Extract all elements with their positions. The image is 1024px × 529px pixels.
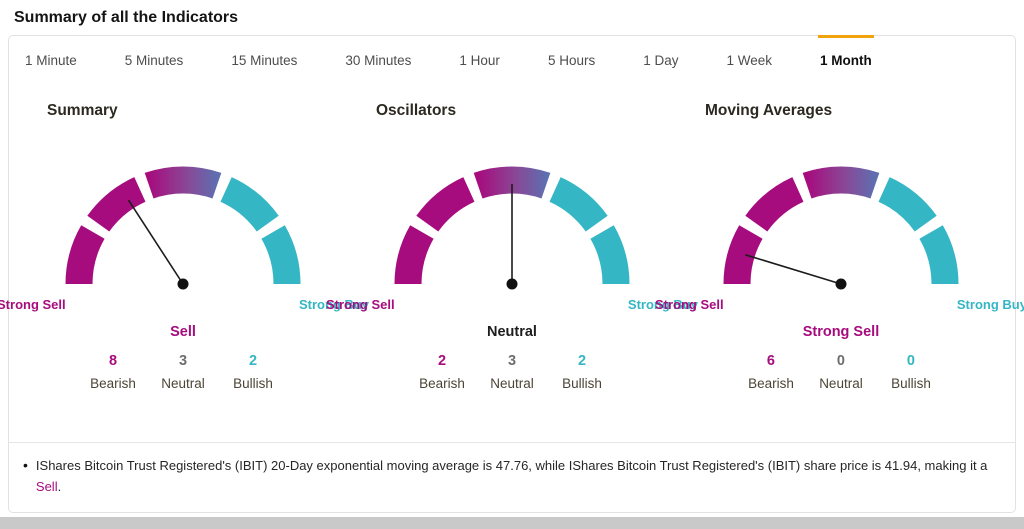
bullish-count-value: 2 — [577, 353, 587, 369]
footnote-period: . — [57, 479, 62, 495]
segment-strong-buy — [261, 225, 301, 285]
tab-15-minutes[interactable]: 15 Minutes — [231, 53, 298, 68]
bullish-count-value: 2 — [248, 353, 258, 369]
indicators-widget: 1 Minute 5 Minutes 15 Minutes 30 Minutes… — [0, 35, 1024, 513]
segment-buy — [878, 177, 937, 232]
needle-pivot-dot — [177, 278, 189, 290]
segment-buy — [220, 177, 279, 232]
strong-buy-label: Strong Buy — [627, 297, 698, 312]
segment-neutral — [473, 166, 551, 199]
gauge-title: Moving Averages — [704, 102, 833, 119]
neutral-count-label: Neutral — [161, 376, 205, 391]
bearish-count: 8 Bearish — [83, 353, 143, 391]
neutral-count-label: Neutral — [490, 376, 534, 391]
segment-strong-sell — [723, 225, 763, 285]
verdict-label: Strong Sell — [802, 324, 880, 340]
segment-sell — [87, 177, 146, 232]
segment-sell — [745, 177, 804, 232]
bearish-count-label: Bearish — [419, 376, 465, 391]
neutral-count-value: 3 — [507, 353, 517, 369]
strong-buy-label: Strong Buy — [298, 297, 370, 312]
tab-1-month[interactable]: 1 Month — [818, 35, 874, 82]
gauge-title: Oscillators — [375, 102, 457, 119]
gauge-needle — [745, 254, 842, 285]
segment-buy — [549, 177, 608, 232]
bearish-count-value: 6 — [766, 353, 775, 369]
verdict-label: Neutral — [487, 324, 537, 340]
tab-30-minutes[interactable]: 30 Minutes — [345, 53, 412, 68]
tab-5-minutes[interactable]: 5 Minutes — [124, 53, 184, 68]
bottom-strip — [0, 517, 1024, 529]
segment-neutral — [802, 166, 880, 199]
footnote-text: IShares Bitcoin Trust Registered's (IBIT… — [36, 456, 999, 498]
bearish-count: 6 Bearish — [741, 353, 801, 391]
strong-buy-label: Strong Buy — [956, 297, 1024, 312]
verdict-label: Sell — [170, 324, 196, 340]
gauge-svg — [394, 166, 630, 290]
gauges-row: Summary — [0, 82, 1024, 391]
tab-1-hour[interactable]: 1 Hour — [459, 53, 500, 68]
gauge-svg — [65, 166, 301, 290]
footnote-main-text: IShares Bitcoin Trust Registered's (IBIT… — [35, 458, 988, 474]
bullet-icon: • — [23, 457, 28, 474]
tab-5-hours[interactable]: 5 Hours — [547, 53, 596, 68]
gauge-section-oscillators: Oscillators Strong Sell Strong Buy Neutr… — [326, 88, 698, 391]
gauge-title: Summary — [47, 102, 118, 119]
tab-1-minute[interactable]: 1 Minute — [25, 53, 77, 68]
segment-sell — [416, 177, 475, 232]
bullish-count-value: 0 — [906, 353, 915, 369]
segment-strong-sell — [394, 225, 434, 285]
bearish-count-label: Bearish — [748, 376, 794, 391]
tab-1-day[interactable]: 1 Day — [643, 53, 679, 68]
strong-sell-label: Strong Sell — [0, 297, 66, 312]
neutral-count: 3 Neutral — [482, 353, 542, 391]
bullish-count-label: Bullish — [233, 376, 273, 391]
segment-neutral — [144, 166, 222, 199]
tab-1-week[interactable]: 1 Week — [726, 53, 773, 68]
neutral-count-value: 0 — [836, 353, 845, 369]
needle-pivot-dot — [506, 278, 518, 290]
footnote: • IShares Bitcoin Trust Registered's (IB… — [9, 442, 1015, 512]
segment-strong-buy — [919, 225, 959, 285]
bearish-count: 2 Bearish — [412, 353, 472, 391]
neutral-count-label: Neutral — [819, 376, 863, 391]
strong-sell-label: Strong Sell — [325, 297, 395, 312]
bearish-count-value: 2 — [437, 353, 447, 369]
gauge-section-moving-averages: Moving Averages Strong Sell Strong Buy S… — [655, 88, 1024, 391]
gauge-dial: Strong Sell Strong Buy — [655, 134, 1024, 312]
needle-pivot-dot — [835, 278, 847, 290]
bullish-count: 2 Bullish — [223, 353, 283, 391]
counts-row: 2 Bearish 3 Neutral 2 Bullish — [412, 353, 612, 391]
bearish-count-value: 8 — [108, 353, 118, 369]
gauge-dial: Strong Sell Strong Buy — [326, 134, 698, 312]
neutral-count: 3 Neutral — [153, 353, 213, 391]
gauge-dial: Strong Sell Strong Buy — [0, 134, 369, 312]
neutral-count: 0 Neutral — [811, 353, 871, 391]
footnote-sell-highlight: Sell — [35, 479, 58, 495]
segment-strong-sell — [65, 225, 105, 285]
gauge-needle — [127, 199, 184, 285]
timeframe-tabs: 1 Minute 5 Minutes 15 Minutes 30 Minutes… — [9, 35, 1015, 82]
bullish-count-label: Bullish — [891, 376, 931, 391]
page-title: Summary of all the Indicators — [14, 9, 239, 26]
neutral-count-value: 3 — [178, 353, 188, 369]
gauge-svg — [723, 166, 959, 290]
strong-sell-label: Strong Sell — [654, 297, 724, 312]
gauge-section-summary: Summary — [0, 88, 369, 391]
counts-row: 6 Bearish 0 Neutral 0 Bullish — [741, 353, 941, 391]
bullish-count: 0 Bullish — [881, 353, 941, 391]
bearish-count-label: Bearish — [90, 376, 136, 391]
segment-strong-buy — [590, 225, 630, 285]
bullish-count: 2 Bullish — [552, 353, 612, 391]
bullish-count-label: Bullish — [562, 376, 602, 391]
counts-row: 8 Bearish 3 Neutral 2 Bullish — [83, 353, 283, 391]
